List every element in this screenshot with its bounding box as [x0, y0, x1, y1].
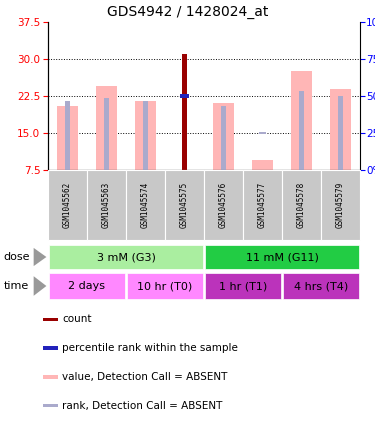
Text: GSM1045578: GSM1045578 [297, 182, 306, 228]
Bar [282, 170, 321, 240]
Text: GSM1045562: GSM1045562 [63, 182, 72, 228]
Bar [127, 273, 203, 299]
Bar [182, 54, 187, 170]
Bar [213, 103, 234, 170]
Bar [291, 71, 312, 170]
Text: GSM1045576: GSM1045576 [219, 182, 228, 228]
Text: value, Detection Call = ABSENT: value, Detection Call = ABSENT [62, 372, 228, 382]
Bar [283, 273, 359, 299]
Bar [43, 404, 58, 407]
Bar [259, 132, 266, 135]
Text: 3 mM (G3): 3 mM (G3) [97, 252, 155, 262]
Bar [43, 375, 58, 379]
Bar [330, 88, 351, 170]
Text: time: time [4, 281, 29, 291]
Bar [221, 106, 226, 170]
Bar [43, 346, 58, 350]
Bar [48, 170, 87, 240]
Bar [96, 86, 117, 170]
Bar [338, 96, 343, 170]
Polygon shape [34, 276, 46, 296]
Bar [143, 101, 148, 170]
Text: count: count [62, 314, 92, 324]
Bar [57, 106, 78, 170]
Bar [65, 101, 70, 170]
Text: 10 hr (T0): 10 hr (T0) [137, 281, 193, 291]
Text: GDS4942 / 1428024_at: GDS4942 / 1428024_at [107, 5, 268, 19]
Text: GSM1045577: GSM1045577 [258, 182, 267, 228]
Bar [299, 91, 304, 170]
Bar [126, 170, 165, 240]
Text: GSM1045575: GSM1045575 [180, 182, 189, 228]
Bar [165, 170, 204, 240]
Bar [87, 170, 126, 240]
Bar [49, 273, 125, 299]
Bar [243, 170, 282, 240]
Text: 4 hrs (T4): 4 hrs (T4) [294, 281, 348, 291]
Bar [180, 94, 189, 98]
Text: 2 days: 2 days [69, 281, 105, 291]
Bar [135, 101, 156, 170]
Text: dose: dose [4, 252, 30, 262]
Bar [43, 318, 58, 321]
Text: rank, Detection Call = ABSENT: rank, Detection Call = ABSENT [62, 401, 223, 411]
Bar [49, 245, 203, 269]
Bar [321, 170, 360, 240]
Text: 11 mM (G11): 11 mM (G11) [246, 252, 318, 262]
Text: percentile rank within the sample: percentile rank within the sample [62, 343, 238, 353]
Text: 1 hr (T1): 1 hr (T1) [219, 281, 267, 291]
Bar [205, 273, 281, 299]
Text: GSM1045574: GSM1045574 [141, 182, 150, 228]
Bar [252, 160, 273, 170]
Bar [204, 170, 243, 240]
Polygon shape [34, 248, 46, 266]
Bar [205, 245, 359, 269]
Text: GSM1045563: GSM1045563 [102, 182, 111, 228]
Bar [104, 99, 109, 170]
Text: GSM1045579: GSM1045579 [336, 182, 345, 228]
